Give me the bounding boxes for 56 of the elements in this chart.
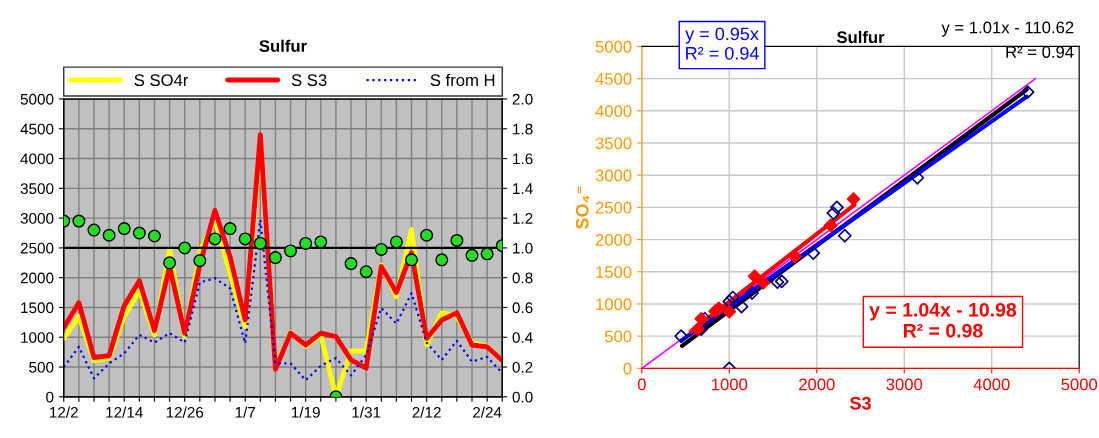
x-tick-label: 2/12: [412, 406, 441, 418]
x-tick-label: 0: [637, 378, 646, 391]
y-tick-label: 2500: [595, 201, 632, 214]
y2-tick-label: 1.0: [513, 242, 533, 254]
x-tick-label: 1000: [712, 378, 748, 391]
y-tick-label: 4500: [595, 73, 632, 85]
y-tick-label: 0: [623, 362, 632, 375]
y-tick-label: 3500: [595, 137, 632, 150]
x-tick-label: 12/14: [106, 406, 143, 418]
x-axis-title: S3: [849, 396, 871, 410]
y2-tick-label: 1.4: [513, 183, 533, 194]
y-tick-label: 3000: [595, 169, 632, 182]
y-tick-label: 1500: [596, 266, 632, 278]
y-tick-label: 2000: [595, 233, 632, 246]
y-tick-label: 5000: [20, 93, 54, 105]
y-tick-label: 3500: [20, 183, 54, 195]
x-tick-label: 2/24: [473, 406, 502, 418]
y2-tick-label: 0.0: [512, 391, 533, 403]
legend-label: S from H: [430, 73, 495, 87]
x-tick-label: 1/19: [291, 406, 320, 418]
x-tick-label: 3000: [886, 378, 923, 391]
y-tick-label: 2000: [20, 272, 54, 284]
y2-tick-label: 1.6: [513, 153, 533, 165]
y-tick-label: 500: [604, 330, 632, 343]
x-tick-label: 1/31: [352, 406, 381, 418]
y2-tick-label: 2.0: [512, 93, 533, 105]
chart-title: Sulfur: [259, 39, 307, 52]
x-tick-label: 1/7: [235, 406, 256, 418]
y2-tick-label: 0.4: [512, 332, 533, 343]
y-tick-label: 0: [46, 391, 54, 403]
x-tick-label: 5000: [1061, 378, 1098, 391]
y2-tick-label: 0.2: [512, 361, 533, 373]
y-tick-label: 500: [29, 361, 54, 373]
annotation: y = 0.95x R² = 0.94: [685, 27, 759, 60]
annotation: y = 1.04x - 10.98 R² = 0.98: [869, 302, 1017, 338]
y2-tick-label: 0.6: [512, 302, 533, 314]
y-tick-label: 4000: [20, 153, 54, 165]
y-tick-label: 5000: [595, 40, 632, 53]
x-tick-label: 12/26: [166, 406, 204, 418]
y-axis-title: SO₄⁼: [575, 186, 590, 229]
y-tick-label: 4500: [20, 123, 54, 135]
chart-title: Sulfur: [836, 30, 885, 44]
legend-label: S S3: [291, 74, 327, 87]
y-tick-label: 2500: [20, 242, 54, 254]
y-tick-label: 3000: [20, 212, 54, 224]
y-tick-label: 1000: [21, 332, 54, 343]
y-tick-label: 1500: [21, 302, 54, 314]
y-tick-label: 4000: [595, 105, 632, 118]
y2-tick-label: 1.2: [513, 212, 533, 224]
x-tick-label: 2000: [799, 378, 835, 391]
x-tick-label: 12/2: [50, 406, 78, 418]
y2-tick-label: 1.8: [513, 123, 533, 135]
y2-tick-label: 0.8: [512, 272, 533, 284]
y-tick-label: 1000: [596, 298, 632, 311]
legend-label: S SO4r: [134, 74, 189, 87]
x-tick-label: 4000: [973, 378, 1010, 391]
